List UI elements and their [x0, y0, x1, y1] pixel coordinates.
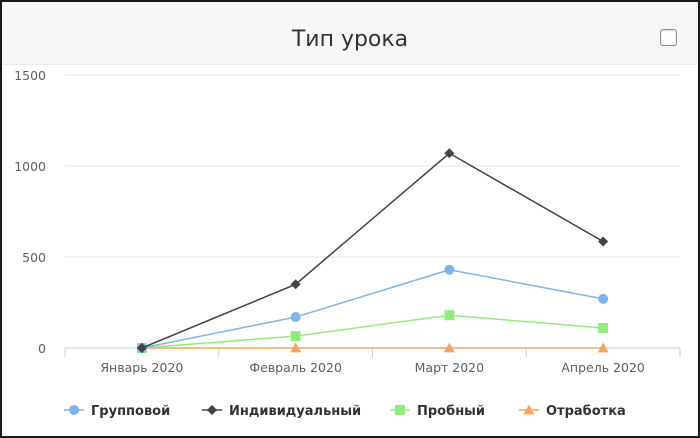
- data-point-2: [290, 279, 301, 290]
- y-tick-label: 0: [38, 341, 46, 356]
- legend-marker: [395, 405, 405, 415]
- legend-marker: [207, 405, 217, 415]
- series-line-2: [141, 152, 604, 349]
- data-point-4: [597, 342, 609, 353]
- x-tick-label: Январь 2020: [100, 360, 183, 375]
- legend-marker: [69, 405, 79, 415]
- series-line-3: [141, 314, 604, 349]
- legend-item-label: Пробный: [417, 404, 485, 419]
- data-point-2: [598, 236, 609, 247]
- data-point-3: [444, 310, 455, 321]
- widget-checkbox[interactable]: [660, 29, 677, 46]
- x-tick-label: Апрель 2020: [561, 360, 645, 375]
- chart-title: Тип урока: [291, 27, 409, 52]
- legend-item-label: Отработка: [546, 404, 626, 419]
- data-point-1: [290, 312, 301, 323]
- data-point-3: [290, 331, 301, 342]
- x-tick-label: Февраль 2020: [249, 360, 342, 375]
- data-point-2: [136, 343, 147, 353]
- data-point-4: [443, 342, 455, 353]
- legend-item-label: Индивидуальный: [229, 404, 361, 419]
- x-tick-label: Март 2020: [415, 360, 484, 375]
- legend-item-label: Групповой: [91, 404, 170, 419]
- widget-header: Тип урока: [2, 2, 698, 65]
- data-point-3: [598, 322, 609, 333]
- y-tick-label: 1000: [14, 159, 46, 174]
- y-tick-label: 1500: [14, 68, 46, 83]
- legend-marker: [523, 404, 535, 415]
- series-line-1: [141, 268, 604, 349]
- data-point-1: [444, 264, 455, 275]
- data-point-2: [444, 148, 455, 159]
- data-point-1: [598, 293, 609, 304]
- y-tick-label: 500: [22, 250, 46, 265]
- data-point-4: [290, 342, 302, 353]
